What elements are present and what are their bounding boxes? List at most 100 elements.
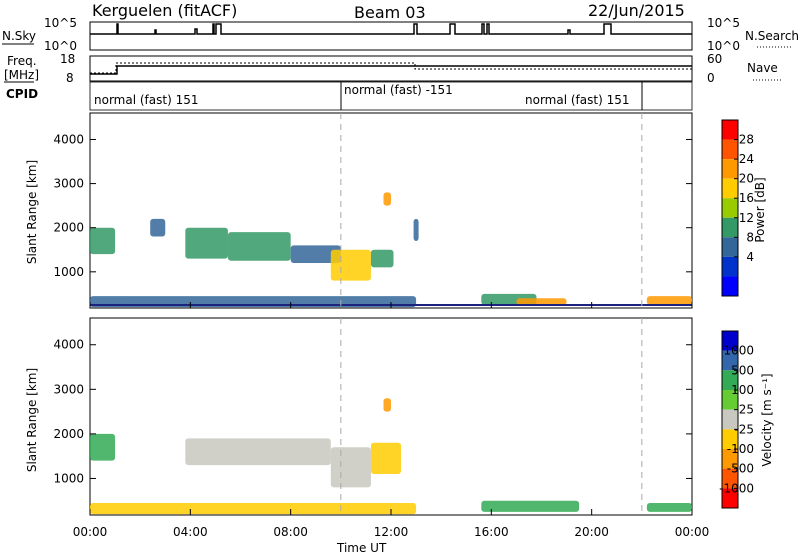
colorbar-swatch <box>722 350 738 371</box>
colorbar-swatch <box>722 198 738 218</box>
colorbar-swatch <box>722 370 738 390</box>
colorbar-tick-label: -25 <box>734 422 754 436</box>
scatter-region <box>90 227 116 255</box>
nsky-label: N.Sky <box>2 29 36 43</box>
colorbar-tick-label: 25 <box>739 403 754 417</box>
power-ylabel: Slant Range [km] <box>25 160 39 264</box>
y-tick-label: 3000 <box>53 382 84 396</box>
cpid-panel: CPID normal (fast) 151 normal (fast) -15… <box>6 81 693 111</box>
scatter-region <box>516 298 567 305</box>
freq-trace <box>90 65 692 75</box>
y-tick-label: 3000 <box>53 177 84 191</box>
cpid-label: CPID <box>6 87 38 101</box>
colorbar-swatch <box>722 488 738 508</box>
scatter-region <box>185 438 331 466</box>
freq-panel: Freq. [MHz] 18 8 60 0 Nave <box>4 52 781 85</box>
cpid-segment: normal (fast) -151 <box>344 83 453 97</box>
nsearch-tick-top: 10^5 <box>707 16 740 30</box>
colorbar-swatch <box>722 217 738 238</box>
colorbar-swatch <box>722 120 738 140</box>
velocity-data-layer <box>90 398 692 515</box>
nave-tick-bottom: 0 <box>707 71 715 85</box>
velocity-colorbar-label: Velocity [m s⁻¹] <box>760 373 774 466</box>
colorbar-swatch <box>722 237 738 257</box>
colorbar-swatch <box>722 276 738 296</box>
colorbar-tick-label: 28 <box>739 133 754 147</box>
colorbar-tick-label: 24 <box>739 152 754 166</box>
power-data-layer <box>90 192 692 308</box>
nsky-frame <box>89 21 693 51</box>
scatter-region <box>330 249 371 281</box>
velocity-ylabel: Slant Range [km] <box>25 368 39 472</box>
x-tick-label: 20:00 <box>574 525 609 539</box>
velocity-colorbar: 1000 500 100 25 -25 -100 -500 -1000 <box>719 330 754 509</box>
x-tick-label: 16:00 <box>474 525 509 539</box>
x-tick-label: 12:00 <box>374 525 409 539</box>
nsky-panel: N.Sky 10^5 10^0 10^5 10^0 N.Search <box>2 16 799 53</box>
colorbar-swatch <box>722 390 738 410</box>
scatter-region <box>185 227 228 259</box>
colorbar-tick-label: 12 <box>739 211 754 225</box>
velocity-frame <box>89 317 693 516</box>
freq-frame <box>89 55 693 82</box>
colorbar-swatch <box>722 449 738 469</box>
beam-title: Beam 03 <box>354 3 426 22</box>
power-colorbar-label: Power [dB] <box>753 177 767 242</box>
colorbar-tick-label: -100 <box>727 442 754 456</box>
colorbar-tick-label: 500 <box>731 363 754 377</box>
colorbar-swatch <box>722 468 738 489</box>
scatter-region <box>90 502 417 515</box>
freq-tick-top: 18 <box>60 52 75 66</box>
nsky-tick-bottom: 10^0 <box>44 39 77 53</box>
colorbar-tick-label: 4 <box>746 250 754 264</box>
velocity-panel: Slant Range [km] 1000 2000 3000 4000 <box>25 317 693 516</box>
site-title: Kerguelen (fitACF) <box>92 1 237 20</box>
nsky-tick-top: 10^5 <box>44 16 77 30</box>
nave-tick-top: 60 <box>707 52 722 66</box>
y-tick-label: 1000 <box>53 265 84 279</box>
colorbar-frame <box>721 330 739 509</box>
colorbar-swatch <box>722 429 738 449</box>
y-tick-label: 2000 <box>53 427 84 441</box>
colorbar-tick-label: 16 <box>739 191 754 205</box>
colorbar-tick-label: -1000 <box>719 481 754 495</box>
colorbar-tick-label: 1000 <box>723 344 754 358</box>
cpid-frame <box>89 81 693 111</box>
scatter-region <box>383 192 391 206</box>
cpid-segment: normal (fast) 151 <box>94 93 198 107</box>
y-tick-label: 4000 <box>53 132 84 146</box>
colorbar-swatch <box>722 178 738 199</box>
scatter-region <box>290 245 341 263</box>
power-panel: Slant Range [km] 1000 2000 3000 4000 <box>25 112 693 309</box>
scatter-region <box>150 218 166 237</box>
x-axis-label: Time UT <box>336 541 387 554</box>
x-tick-label: 00:00 <box>675 525 710 539</box>
power-colorbar: 28 24 20 16 12 8 4 <box>721 119 754 297</box>
colorbar-tick-label: 8 <box>746 230 754 244</box>
nsearch-label: N.Search <box>745 29 799 43</box>
colorbar-tick-label: 20 <box>739 172 754 186</box>
scatter-region <box>370 249 394 268</box>
scatter-region <box>646 502 692 512</box>
power-y-ticks: 1000 2000 3000 4000 <box>53 132 692 279</box>
x-tick-label: 08:00 <box>273 525 308 539</box>
colorbar-frame <box>721 119 739 297</box>
colorbar-swatch <box>722 256 738 277</box>
freq-label-2: [MHz] <box>4 68 39 82</box>
scatter-region <box>413 218 419 241</box>
velocity-y-ticks: 1000 2000 3000 4000 <box>53 338 692 485</box>
x-tick-label: 00:00 <box>73 525 108 539</box>
nsearch-tick-bottom: 10^0 <box>707 39 740 53</box>
x-tick-label: 04:00 <box>173 525 208 539</box>
scatter-region <box>370 442 402 474</box>
date-title: 22/Jun/2015 <box>588 1 685 20</box>
y-tick-label: 4000 <box>53 338 84 352</box>
scatter-region <box>383 398 391 412</box>
colorbar-swatch <box>722 331 738 351</box>
scatter-region <box>481 500 580 512</box>
freq-label-1: Freq. <box>7 54 37 68</box>
cpid-segment: normal (fast) 151 <box>525 93 629 107</box>
y-tick-label: 2000 <box>53 221 84 235</box>
colorbar-swatch <box>722 139 738 160</box>
